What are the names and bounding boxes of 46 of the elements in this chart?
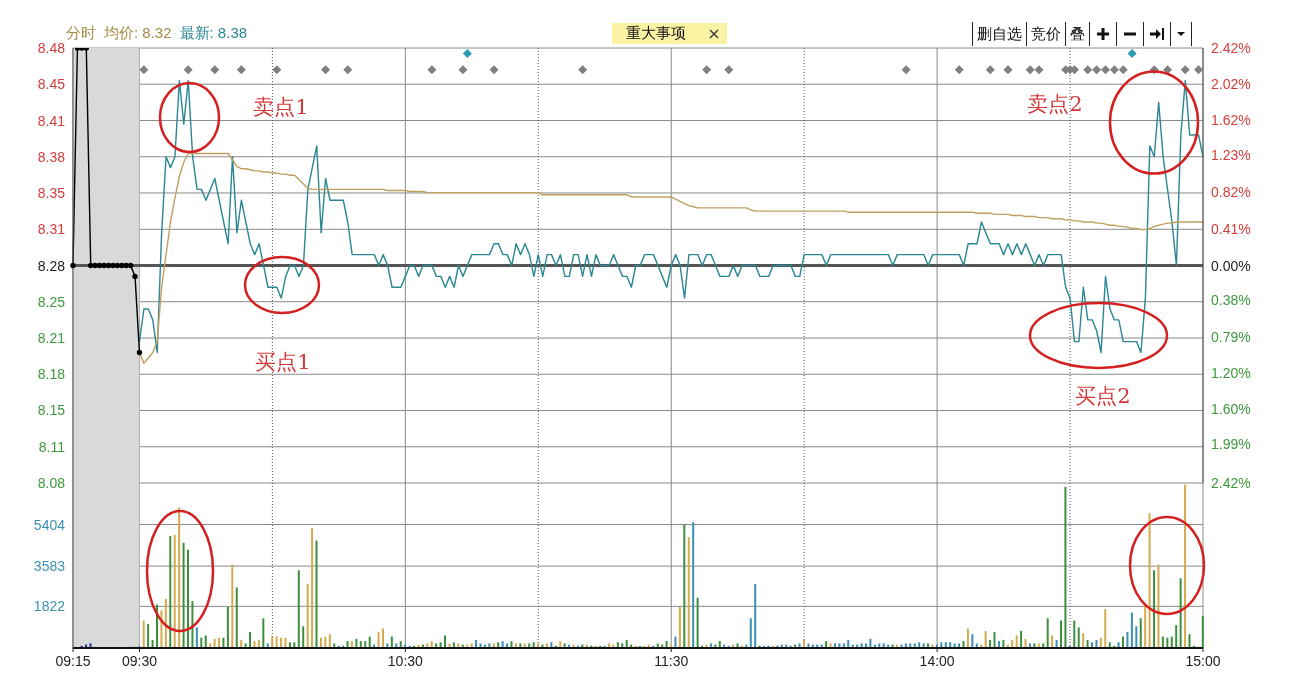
- y2-tick-label: 1.99%: [1211, 436, 1251, 453]
- y-tick-label: 8.31: [37, 221, 66, 238]
- y2-tick-label: 0.41%: [1211, 220, 1251, 237]
- y2-tick-label: 0.82%: [1211, 183, 1251, 200]
- text: 最新: 8.38: [179, 24, 248, 41]
- annotation: 买点2: [1075, 384, 1131, 408]
- x-tick-label: 14:00: [919, 653, 955, 669]
- x-tick-label: 10:30: [387, 653, 424, 669]
- annotation: 卖点2: [1027, 92, 1083, 116]
- x-tick-label: 15:00: [1185, 653, 1221, 669]
- y2-tick-label: 1.62%: [1211, 111, 1251, 128]
- y-tick-label: 8.45: [37, 76, 66, 93]
- y-tick-label: 8.08: [37, 475, 66, 491]
- y-tick-label: 8.18: [37, 366, 66, 383]
- y2-tick-label: 0.79%: [1211, 328, 1251, 345]
- y2-tick-label: 1.23%: [1211, 146, 1251, 163]
- x-tick-label: 09:30: [121, 653, 158, 669]
- y-tick-label: 8.41: [37, 112, 66, 129]
- annotation: 买点1: [255, 350, 311, 374]
- x-tick-label: 09:15: [55, 653, 91, 669]
- y2-tick-label: 2.42%: [1211, 475, 1251, 491]
- y2-tick-label: 2.42%: [1211, 40, 1251, 56]
- y2-tick-label: 1.20%: [1211, 365, 1251, 382]
- text: 删自选: [977, 24, 1022, 44]
- y-tick-label: 8.25: [37, 293, 66, 310]
- y2-tick-label: 0.00%: [1211, 257, 1251, 274]
- y-tick-label: 1822: [33, 598, 66, 615]
- text: 竞价: [1031, 24, 1061, 44]
- y2-tick-label: 0.38%: [1211, 291, 1251, 308]
- y-tick-label: 8.48: [37, 40, 66, 56]
- y-tick-label: 3583: [33, 558, 66, 575]
- y-tick-label: 8.11: [38, 438, 66, 455]
- y2-tick-label: 1.60%: [1211, 401, 1251, 418]
- y-tick-label: 8.21: [37, 330, 66, 347]
- y2-tick-label: 2.02%: [1211, 75, 1251, 92]
- x-tick-label: 11:30: [654, 653, 689, 669]
- text: 重大事项: [626, 24, 686, 43]
- text: 均价: 8.32: [104, 24, 172, 41]
- y-tick-label: 5404: [33, 516, 66, 533]
- annotation: 卖点1: [253, 95, 309, 119]
- text: 叠: [1070, 24, 1085, 44]
- y-tick-label: 8.15: [37, 402, 66, 419]
- y-tick-label: 8.38: [37, 148, 66, 165]
- chart-title: 分时: [66, 24, 96, 41]
- y-tick-label: 8.28: [37, 257, 66, 274]
- y-tick-label: 8.35: [37, 184, 66, 201]
